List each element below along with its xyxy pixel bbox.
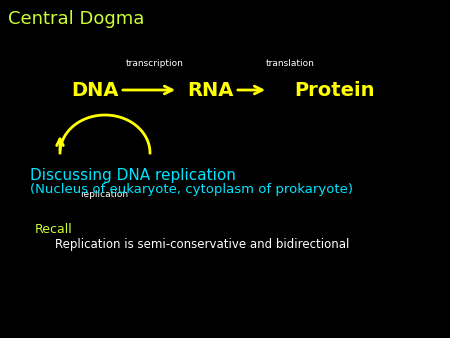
Text: replication: replication (80, 190, 128, 199)
Text: Central Dogma: Central Dogma (8, 10, 144, 28)
Text: translation: translation (266, 59, 315, 68)
Text: Discussing DNA replication: Discussing DNA replication (30, 168, 236, 183)
Text: Protein: Protein (295, 80, 375, 99)
Text: Recall: Recall (35, 223, 73, 236)
Text: transcription: transcription (126, 59, 184, 68)
Text: Replication is semi-conservative and bidirectional: Replication is semi-conservative and bid… (55, 238, 349, 251)
Text: (Nucleus of eukaryote, cytoplasm of prokaryote): (Nucleus of eukaryote, cytoplasm of prok… (30, 183, 353, 196)
Text: RNA: RNA (187, 80, 233, 99)
Text: DNA: DNA (71, 80, 119, 99)
